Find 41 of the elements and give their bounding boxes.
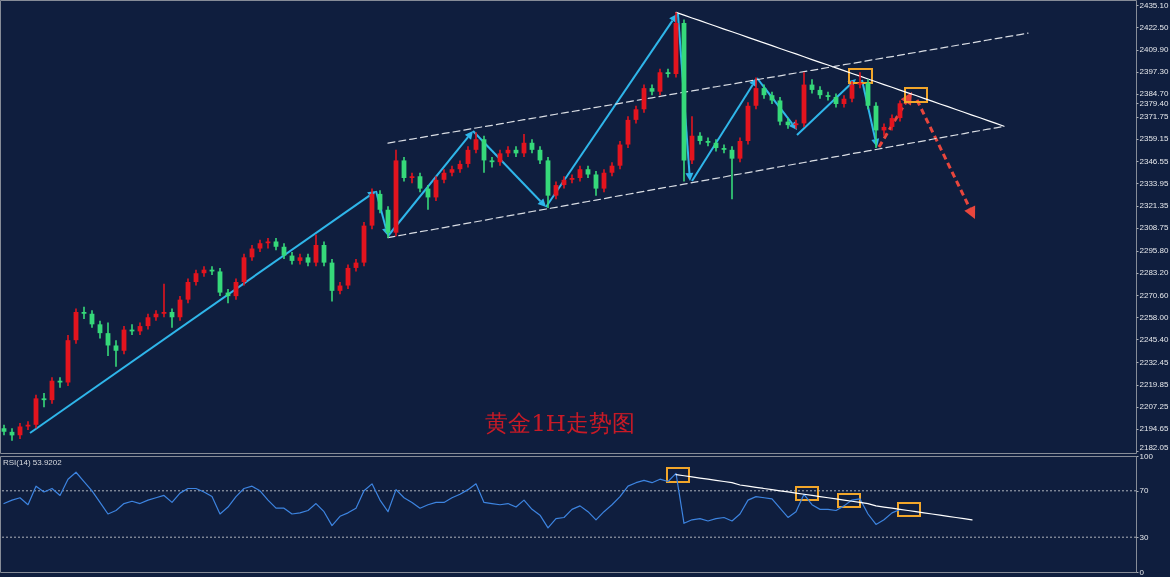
text: 黄金1H走势图 (485, 410, 635, 436)
y-tick-label: 2219.85 (1139, 380, 1169, 390)
y-tick-label: 2384.70 (1139, 89, 1169, 99)
y-tick-label: 2435.10 (1139, 0, 1169, 10)
y-tick-label: 100 (1139, 451, 1154, 461)
candlestick (857, 71, 863, 89)
y-tick-label: 2308.75 (1139, 223, 1169, 233)
candlestick (41, 392, 47, 408)
y-tick-label: 2321.35 (1139, 201, 1169, 211)
y-tick-label: 2346.55 (1139, 156, 1169, 166)
y-tick-label: 2295.80 (1139, 246, 1169, 256)
y-tick-label: 2207.25 (1139, 402, 1169, 412)
y-tick-label: 2232.45 (1139, 357, 1169, 367)
y-tick-label: 0 (1139, 567, 1145, 577)
y-tick-label: 2245.40 (1139, 334, 1169, 344)
y-tick-label: 2333.95 (1139, 178, 1169, 188)
candlestick (161, 282, 167, 319)
candlestick (25, 420, 31, 431)
y-tick-label: 2194.65 (1139, 424, 1169, 434)
candlestick (409, 171, 415, 185)
y-tick-label: 2379.40 (1139, 98, 1169, 108)
line-series (387, 32, 1029, 144)
y-tick-label: 2283.20 (1139, 268, 1169, 278)
y-tick-label: 2359.15 (1139, 134, 1169, 144)
candlestick (489, 156, 495, 169)
chart-title: RSI(14) 53.9202 (3, 458, 63, 467)
candlestick (81, 305, 87, 320)
candlestick (665, 67, 671, 79)
candlestick (793, 119, 799, 130)
candlestick (265, 237, 271, 250)
candlestick (705, 136, 711, 148)
y-tick-label: 2182.05 (1139, 442, 1169, 452)
y-tick-label: 30 (1139, 532, 1149, 542)
candlestick (113, 339, 119, 368)
y-tick-label: 2270.60 (1139, 290, 1169, 300)
y-tick-label: 70 (1139, 486, 1149, 496)
y-tick-label: 2422.50 (1139, 22, 1169, 32)
y-tick-label: 2409.90 (1139, 45, 1169, 55)
y-tick-label: 2371.75 (1139, 112, 1169, 122)
y-tick-label: 2397.30 (1139, 67, 1169, 77)
y-tick-label: 2258.00 (1139, 312, 1169, 322)
